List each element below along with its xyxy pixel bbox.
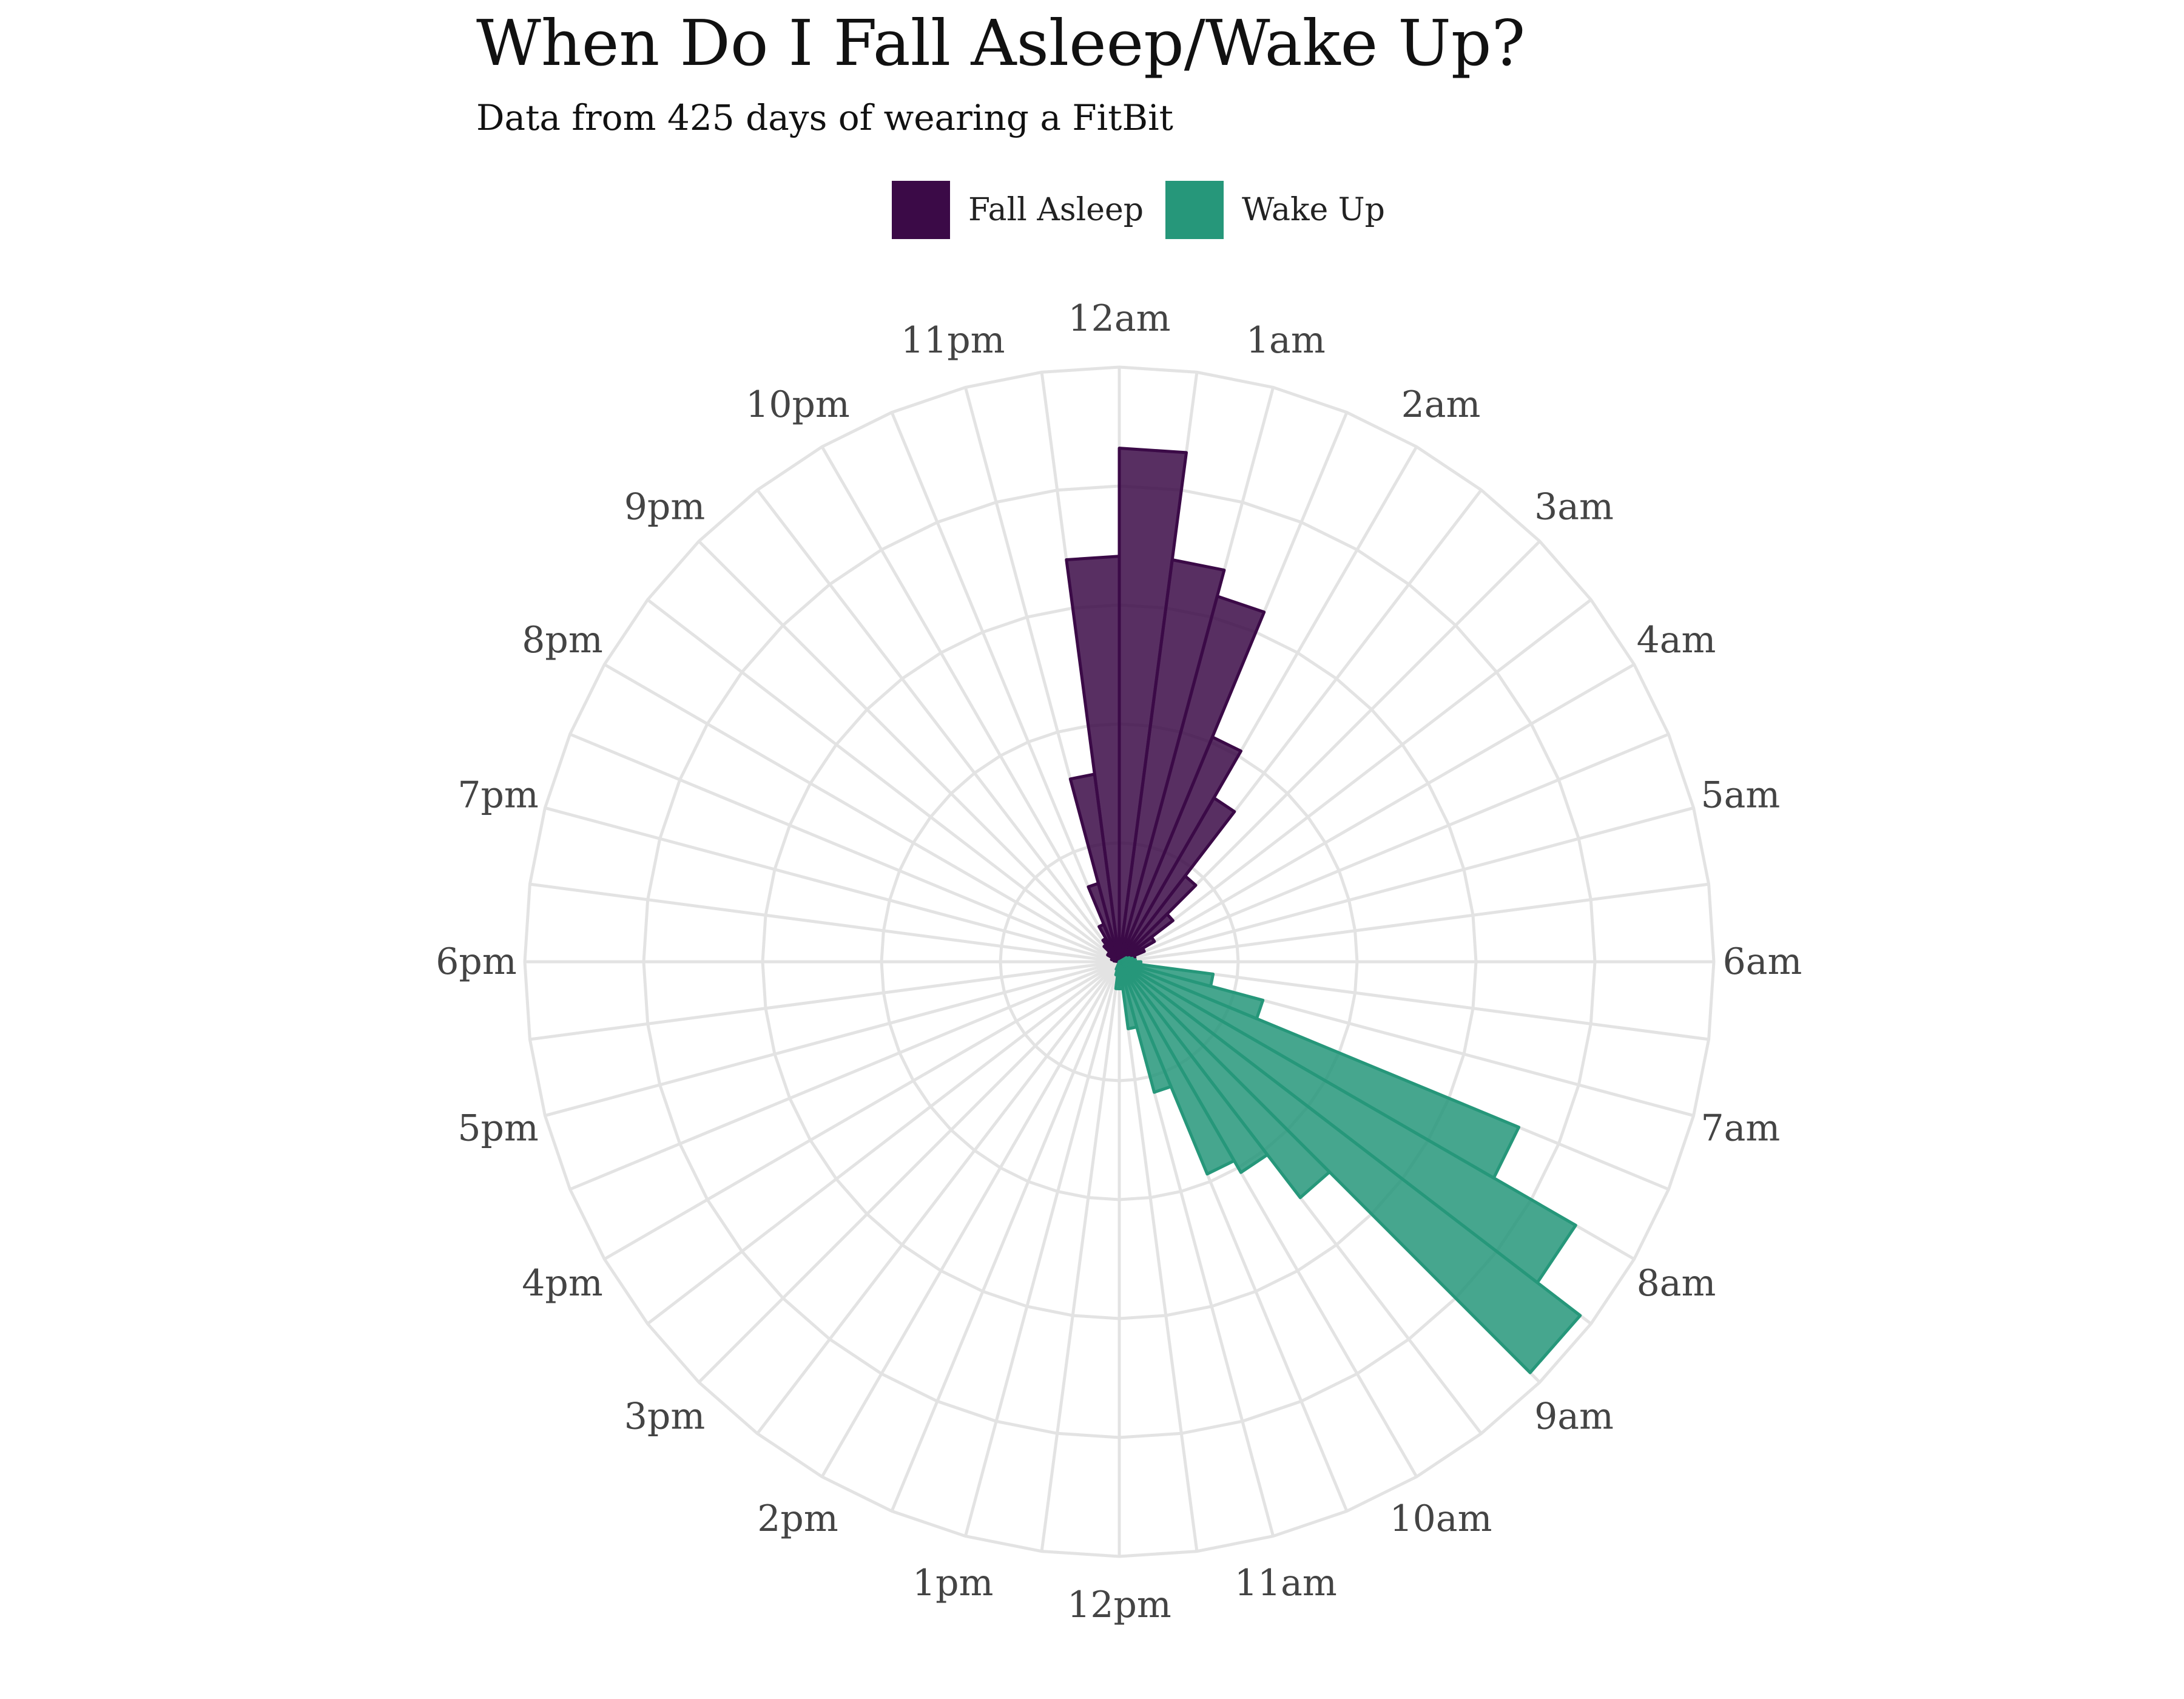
grid-spoke xyxy=(569,732,1120,964)
legend: Fall Asleep Wake Up xyxy=(892,180,1407,240)
fall-asleep-bar xyxy=(1065,555,1121,964)
hour-label: 4am xyxy=(1637,619,1716,661)
hour-label: 1pm xyxy=(912,1562,993,1604)
grid-spoke xyxy=(756,488,1121,963)
hour-label: 7pm xyxy=(457,774,538,817)
grid-spoke xyxy=(530,960,1120,1041)
grid-spoke xyxy=(604,663,1121,964)
hour-label: 6am xyxy=(1723,941,1802,983)
grid-spoke xyxy=(1040,961,1121,1552)
grid-spoke xyxy=(1118,663,1635,964)
grid-spoke xyxy=(646,598,1121,963)
hour-label: 2pm xyxy=(757,1498,838,1540)
grid-spoke xyxy=(1117,961,1199,1552)
grid-spoke xyxy=(963,961,1121,1537)
chart-subtitle: Data from 425 days of wearing a FitBit xyxy=(476,97,1173,138)
hour-label: 7am xyxy=(1700,1107,1780,1149)
legend-swatch-wake-up xyxy=(1165,181,1224,239)
hour-label: 3am xyxy=(1534,486,1614,529)
bars xyxy=(1065,447,1582,1374)
hour-label: 8pm xyxy=(522,619,602,661)
grid-spoke xyxy=(569,960,1120,1191)
grid-spoke xyxy=(1119,882,1709,964)
hour-label: 5am xyxy=(1700,774,1780,817)
hour-label: 10pm xyxy=(746,383,850,426)
grid-spoke xyxy=(1119,732,1670,964)
grid-spoke xyxy=(890,961,1121,1512)
hour-label: 6pm xyxy=(436,941,516,983)
grid-spoke xyxy=(1119,806,1694,964)
legend-label-fall-asleep: Fall Asleep xyxy=(968,192,1144,228)
grid-spoke xyxy=(1119,960,1709,1041)
grid-spoke xyxy=(604,960,1121,1261)
hour-label: 3pm xyxy=(624,1396,705,1438)
hour-label: 5pm xyxy=(457,1107,538,1149)
hour-label: 9am xyxy=(1534,1396,1614,1438)
hour-label: 1am xyxy=(1246,319,1326,362)
grid-spoke xyxy=(1118,598,1592,963)
legend-label-wake-up: Wake Up xyxy=(1242,192,1385,228)
grid-spoke xyxy=(890,411,1121,962)
hour-label: 11am xyxy=(1235,1562,1337,1604)
grid-spoke xyxy=(698,540,1121,963)
legend-item-wake-up: Wake Up xyxy=(1165,181,1385,239)
grid-spoke xyxy=(544,806,1120,964)
hour-label: 2am xyxy=(1401,383,1481,426)
hour-label: 9pm xyxy=(624,486,705,529)
hour-label: 12pm xyxy=(1067,1584,1171,1626)
wake-up-bar xyxy=(1117,960,1139,1030)
grid-spoke xyxy=(820,446,1121,963)
wake-up-bar xyxy=(1114,960,1121,971)
hour-label: 10am xyxy=(1389,1498,1492,1540)
grid-spoke xyxy=(530,882,1120,964)
legend-item-fall-asleep: Fall Asleep xyxy=(892,181,1144,239)
grid-spoke xyxy=(756,961,1121,1435)
hour-label: 11pm xyxy=(901,319,1005,362)
grid-spoke xyxy=(820,961,1121,1478)
hour-labels: 12am 1am 2am 3am 4am 5am 6am 7am 8am 9am 10am 11am 1… xyxy=(436,297,1802,1626)
legend-swatch-fall-asleep xyxy=(892,181,950,239)
hour-label: 8am xyxy=(1637,1262,1716,1305)
grid-spoke xyxy=(698,961,1121,1383)
hour-label: 4pm xyxy=(522,1262,602,1305)
grid-spoke xyxy=(646,961,1121,1325)
grid-spoke xyxy=(544,960,1120,1118)
hour-label: 12am xyxy=(1068,297,1170,340)
chart-title: When Do I Fall Asleep/Wake Up? xyxy=(476,6,1526,80)
